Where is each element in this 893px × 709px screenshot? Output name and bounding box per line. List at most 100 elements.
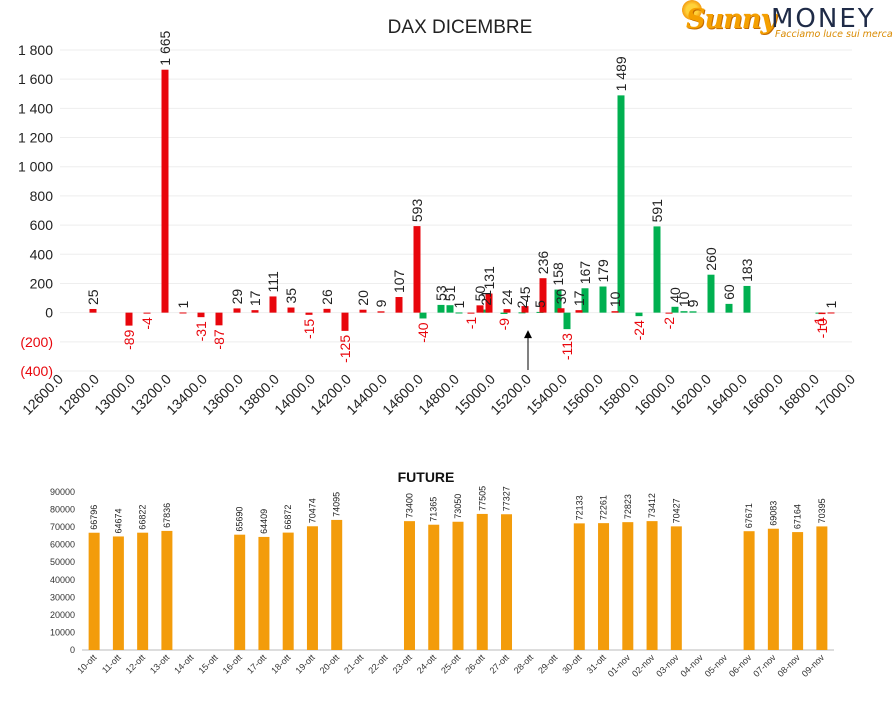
bar-negative (161, 69, 169, 313)
future-bar (258, 536, 270, 650)
future-x-tick-label: 30-ott (560, 652, 584, 676)
y-tick-label: 1 400 (18, 100, 53, 116)
future-x-tick-label: 20-ott (318, 652, 342, 676)
future-bar (161, 530, 173, 650)
data-label: 10 (607, 291, 623, 307)
bar-negative (377, 311, 385, 313)
bar-negative (611, 311, 619, 313)
data-label: -1 (463, 317, 479, 330)
future-data-label: 66872 (283, 505, 293, 530)
bar-negative (503, 309, 511, 313)
bar-negative (215, 312, 223, 326)
y-tick-label: (400) (20, 363, 53, 379)
future-bar (88, 532, 100, 650)
data-label: 51 (442, 285, 458, 301)
y-axis: 1 800 1 600 1 400 1 200 1 000 800 600 400 200 0 (2… (18, 42, 53, 379)
future-y-tick-label: 20000 (50, 610, 75, 620)
future-bar (234, 534, 246, 650)
data-label: 1 (175, 300, 191, 308)
future-data-label: 67836 (162, 503, 172, 528)
y-tick-label: 1 800 (18, 42, 53, 58)
future-data-label: 66796 (89, 505, 99, 530)
future-bar (792, 532, 804, 650)
data-label: 111 (265, 271, 281, 292)
future-bar (476, 513, 488, 650)
bar-negative (287, 307, 295, 313)
data-label: 9 (373, 299, 389, 307)
data-label: 131 (481, 266, 497, 290)
bar-positive (581, 288, 589, 313)
bar-positive (707, 274, 715, 313)
y-tick-label: 200 (30, 275, 54, 291)
logo-word-sunny: Sunny (686, 4, 776, 35)
data-label: 260 (703, 247, 719, 271)
future-data-label: 64674 (113, 508, 123, 533)
future-x-tick-label: 19-ott (294, 652, 318, 676)
future-y-tick-label: 60000 (50, 540, 75, 550)
future-x-tick-label: 21-ott (342, 652, 366, 676)
bar-negative (665, 312, 673, 314)
y-tick-label: (200) (20, 334, 53, 350)
data-label: -125 (337, 335, 353, 363)
bar-positive (563, 312, 571, 330)
future-data-label: 72261 (599, 495, 609, 520)
future-x-tick-label: 01-nov (606, 652, 633, 679)
future-x-tick-label: 24-ott (415, 652, 439, 676)
future-y-axis: 90000 80000 70000 60000 50000 40000 30000 20000… (50, 487, 834, 655)
data-label: 1 665 (157, 30, 173, 65)
bar-positive (743, 285, 751, 313)
annotation-arrow (524, 330, 532, 370)
data-label: 45 (517, 286, 533, 302)
y-gridlines (60, 49, 852, 372)
data-label: 21 (478, 290, 494, 306)
sunny-money-logo: Sunny MONEY Facciamo luce sui mercati (682, 0, 893, 42)
future-x-tick-label: 11-ott (100, 652, 123, 675)
y-tick-label: 1 600 (18, 71, 53, 87)
y-tick-label: 0 (45, 305, 53, 321)
bar-negative (575, 310, 583, 313)
bar-negative (827, 312, 835, 314)
data-label: 20 (355, 290, 371, 306)
future-x-tick-label: 06-nov (727, 652, 754, 679)
future-data-label: 67671 (744, 503, 754, 528)
future-data-label: 71365 (429, 497, 439, 522)
future-y-tick-label: 90000 (50, 487, 75, 497)
future-x-tick-label: 15-ott (196, 652, 220, 676)
bar-negative (818, 312, 826, 315)
data-label: -87 (211, 329, 227, 349)
data-label: 158 (550, 262, 566, 286)
data-label: -1 (811, 317, 827, 330)
data-label: 9 (685, 299, 701, 307)
data-label: 5 (532, 300, 548, 308)
future-y-tick-label: 50000 (50, 557, 75, 567)
bar-positive (446, 305, 454, 313)
future-data-label: 77327 (502, 486, 512, 511)
future-x-tick-label: 03-nov (654, 652, 681, 679)
future-x-tick-label: 28-ott (512, 652, 536, 676)
future-bar (137, 532, 149, 650)
bar-positive (599, 286, 607, 313)
future-bar (816, 526, 828, 650)
data-label: -24 (631, 320, 647, 340)
bar-negative (125, 312, 133, 326)
data-label: 179 (595, 259, 611, 283)
bar-negative (305, 312, 313, 315)
data-label: 24 (499, 289, 515, 305)
future-x-tick-label: 12-ott (124, 652, 148, 676)
logo-tagline: Facciamo luce sui mercati (775, 29, 893, 40)
bar-negative (323, 308, 331, 313)
bar-negative (476, 305, 484, 313)
future-y-tick-label: 10000 (50, 627, 75, 637)
data-label: -40 (415, 322, 431, 342)
future-bar (452, 521, 464, 650)
x-tick-label: 17000.0 (811, 371, 858, 418)
future-y-tick-label: 40000 (50, 575, 75, 585)
future-x-tick-label: 10-ott (75, 652, 99, 676)
data-label: 1 (823, 300, 839, 308)
future-data-label: 70395 (817, 498, 827, 523)
bar-positive (419, 312, 427, 319)
future-x-tick-label: 18-ott (269, 652, 293, 676)
future-data-label: 69083 (768, 501, 778, 526)
data-label: 236 (535, 251, 551, 275)
